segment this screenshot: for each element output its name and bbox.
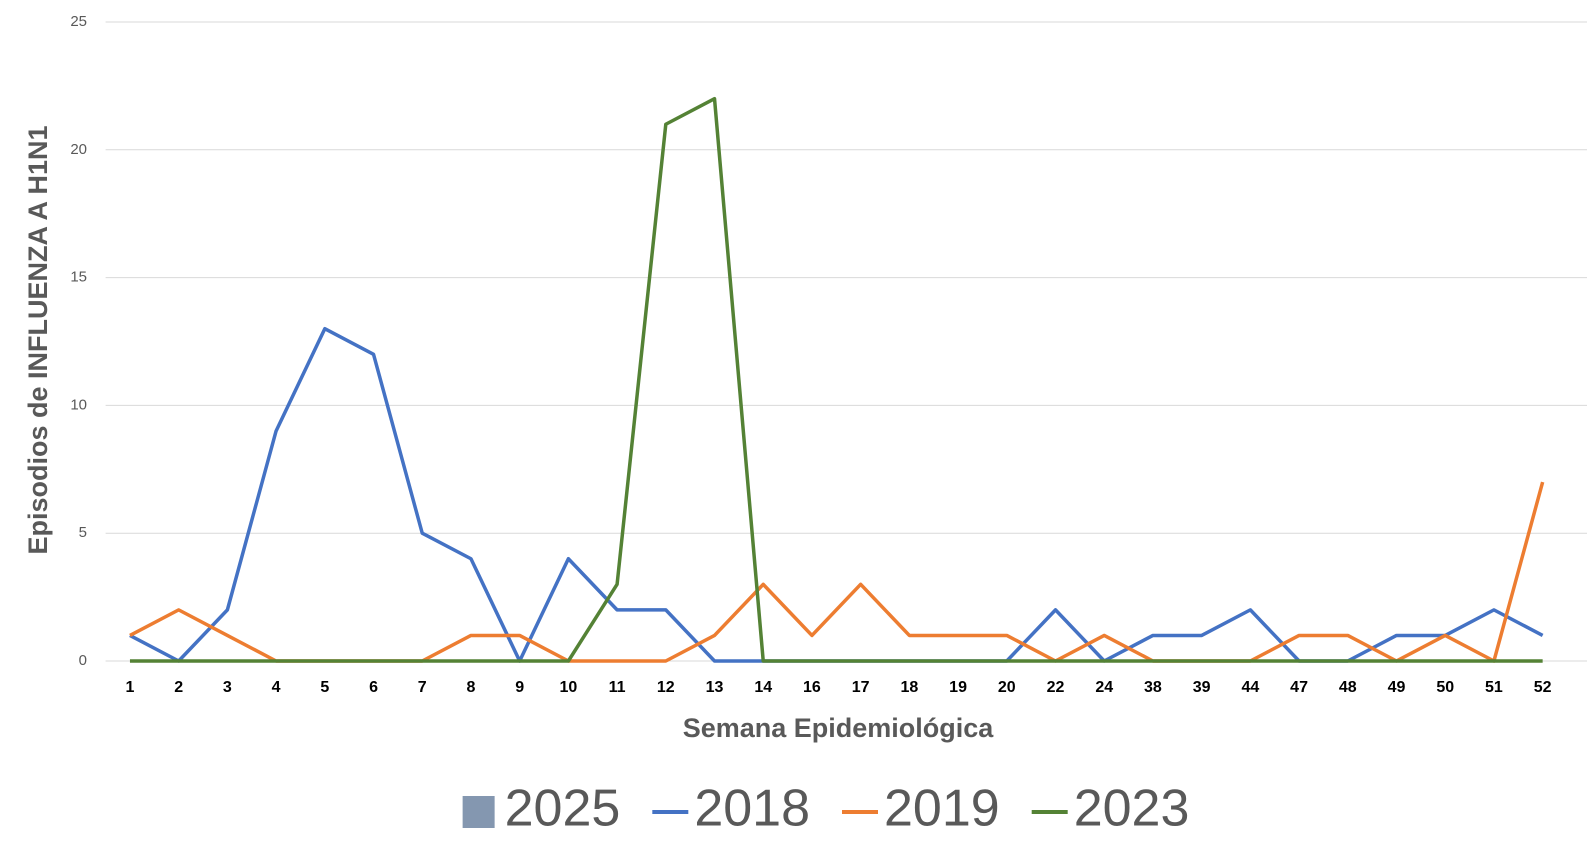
x-tick-label: 5 bbox=[320, 679, 329, 696]
x-tick-label: 13 bbox=[706, 679, 724, 696]
y-tick-label: 10 bbox=[70, 396, 87, 413]
x-tick-label: 10 bbox=[559, 679, 577, 696]
x-tick-label: 38 bbox=[1144, 679, 1162, 696]
x-tick-label: 4 bbox=[272, 679, 281, 696]
x-tick-label: 8 bbox=[466, 679, 475, 696]
x-tick-label: 12 bbox=[657, 679, 675, 696]
x-tick-label: 18 bbox=[900, 679, 918, 696]
x-tick-label: 17 bbox=[852, 679, 870, 696]
legend-label: 2019 bbox=[884, 780, 1000, 838]
y-tick-label: 20 bbox=[70, 141, 87, 158]
x-tick-label: 51 bbox=[1485, 679, 1503, 696]
x-tick-label: 9 bbox=[515, 679, 524, 696]
x-tick-label: 22 bbox=[1047, 679, 1065, 696]
x-tick-label: 20 bbox=[998, 679, 1016, 696]
x-tick-label: 48 bbox=[1339, 679, 1357, 696]
x-tick-label: 7 bbox=[418, 679, 427, 696]
x-axis-title: Semana Epidemiológica bbox=[683, 713, 995, 743]
line-series bbox=[129, 481, 1545, 663]
legend-label: 2025 bbox=[505, 780, 621, 838]
x-tick-label: 2 bbox=[174, 679, 183, 696]
x-tick-label: 24 bbox=[1095, 679, 1113, 696]
legend-swatch bbox=[462, 796, 495, 828]
x-tick-label: 1 bbox=[126, 679, 135, 696]
x-tick-label: 11 bbox=[609, 679, 626, 696]
y-tick-label: 15 bbox=[70, 269, 87, 286]
x-tick-label: 14 bbox=[754, 679, 772, 696]
legend-label: 2018 bbox=[694, 780, 810, 838]
x-tick-label: 47 bbox=[1290, 679, 1308, 696]
x-tick-label: 39 bbox=[1193, 679, 1211, 696]
x-tick-label: 44 bbox=[1241, 679, 1259, 696]
legend-label: 2023 bbox=[1074, 780, 1190, 838]
x-tick-label: 3 bbox=[223, 679, 232, 696]
y-tick-label: 25 bbox=[70, 13, 87, 30]
y-tick-label: 0 bbox=[79, 652, 87, 669]
x-tick-label: 50 bbox=[1436, 679, 1454, 696]
x-tick-label: 16 bbox=[803, 679, 821, 696]
line-series bbox=[129, 96, 1543, 663]
y-tick-label: 5 bbox=[79, 524, 87, 541]
x-tick-label: 52 bbox=[1534, 679, 1552, 696]
x-tick-label: 49 bbox=[1388, 679, 1406, 696]
x-tick-label: 6 bbox=[369, 679, 378, 696]
x-tick-label: 19 bbox=[949, 679, 967, 696]
y-axis-title: Episodios de INFLUENZA A H1N1 bbox=[23, 125, 53, 554]
